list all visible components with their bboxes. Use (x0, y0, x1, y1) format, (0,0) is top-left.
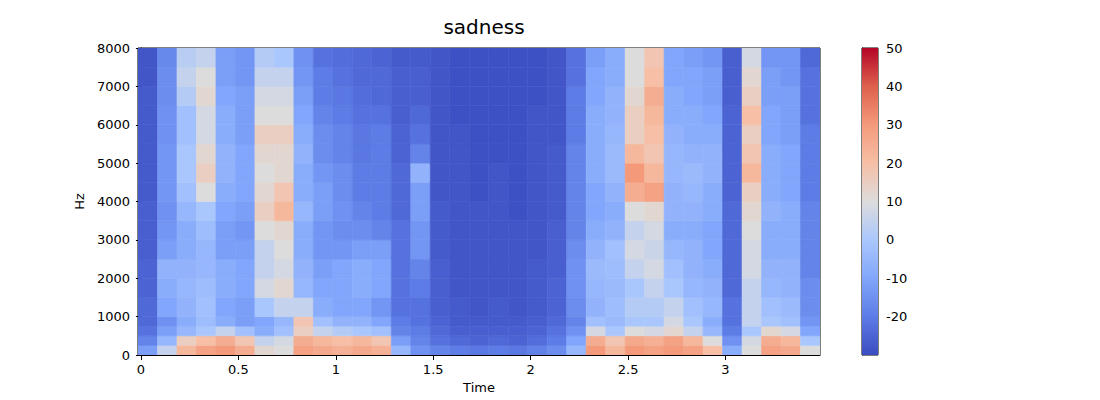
svg-text:1000: 1000 (97, 309, 130, 324)
svg-text:Hz: Hz (72, 193, 87, 210)
svg-text:2000: 2000 (97, 271, 130, 286)
svg-text:1.5: 1.5 (423, 362, 444, 377)
svg-text:7000: 7000 (97, 79, 130, 94)
svg-text:20: 20 (886, 156, 903, 171)
svg-text:40: 40 (886, 79, 903, 94)
svg-text:2.5: 2.5 (618, 362, 639, 377)
svg-text:-10: -10 (886, 271, 907, 286)
svg-text:Time: Time (462, 380, 495, 395)
svg-text:0.5: 0.5 (228, 362, 249, 377)
svg-text:3000: 3000 (97, 232, 130, 247)
svg-text:6000: 6000 (97, 117, 130, 132)
svg-text:3: 3 (721, 362, 729, 377)
svg-text:2: 2 (526, 362, 534, 377)
svg-text:0: 0 (137, 362, 145, 377)
svg-text:-20: -20 (886, 309, 907, 324)
svg-text:1: 1 (332, 362, 340, 377)
svg-text:0: 0 (122, 348, 130, 363)
svg-text:30: 30 (886, 117, 903, 132)
svg-text:5000: 5000 (97, 156, 130, 171)
svg-text:0: 0 (886, 232, 894, 247)
svg-text:8000: 8000 (97, 41, 130, 56)
svg-text:10: 10 (886, 194, 903, 209)
svg-text:4000: 4000 (97, 194, 130, 209)
svg-text:sadness: sadness (443, 15, 524, 39)
svg-text:50: 50 (886, 41, 903, 56)
